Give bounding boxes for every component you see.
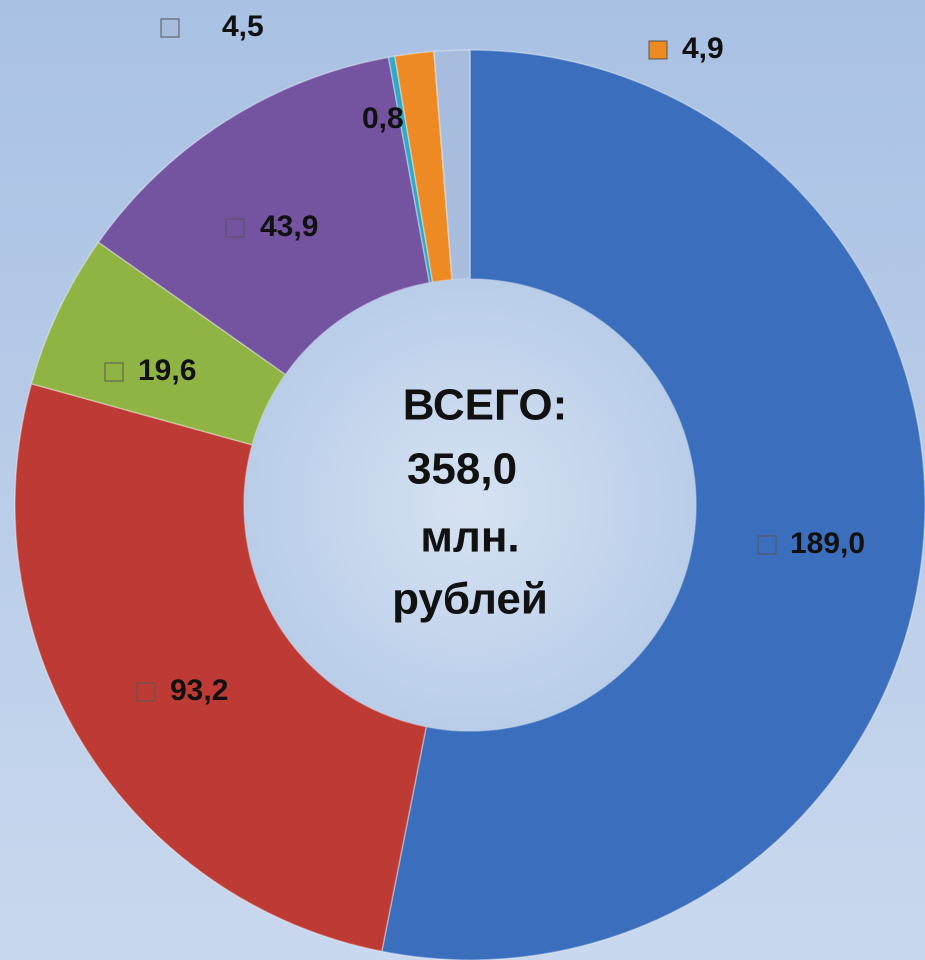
donut-hole	[244, 279, 696, 731]
legend-marker	[648, 40, 668, 60]
legend-marker	[757, 535, 777, 555]
data-label: 4,9	[682, 32, 724, 65]
data-label: 19,6	[138, 354, 196, 387]
legend-marker	[136, 682, 156, 702]
legend-marker	[225, 218, 245, 238]
data-label: 43,9	[260, 210, 318, 243]
center-text: рублей	[392, 575, 548, 624]
legend-marker	[160, 18, 180, 38]
data-label: 189,0	[790, 527, 865, 560]
center-text: 358,0	[407, 445, 517, 494]
data-label: 93,2	[170, 674, 228, 707]
center-text: млн.	[420, 513, 519, 562]
legend-marker	[104, 362, 124, 382]
center-text: ВСЕГО:	[403, 381, 567, 430]
donut	[14, 49, 925, 960]
data-label: 4,5	[222, 10, 264, 43]
data-label: 0,8	[362, 102, 404, 135]
labels: 189,0 93,2 19,6 43,9 0,8 4,9 4,5	[104, 10, 865, 707]
